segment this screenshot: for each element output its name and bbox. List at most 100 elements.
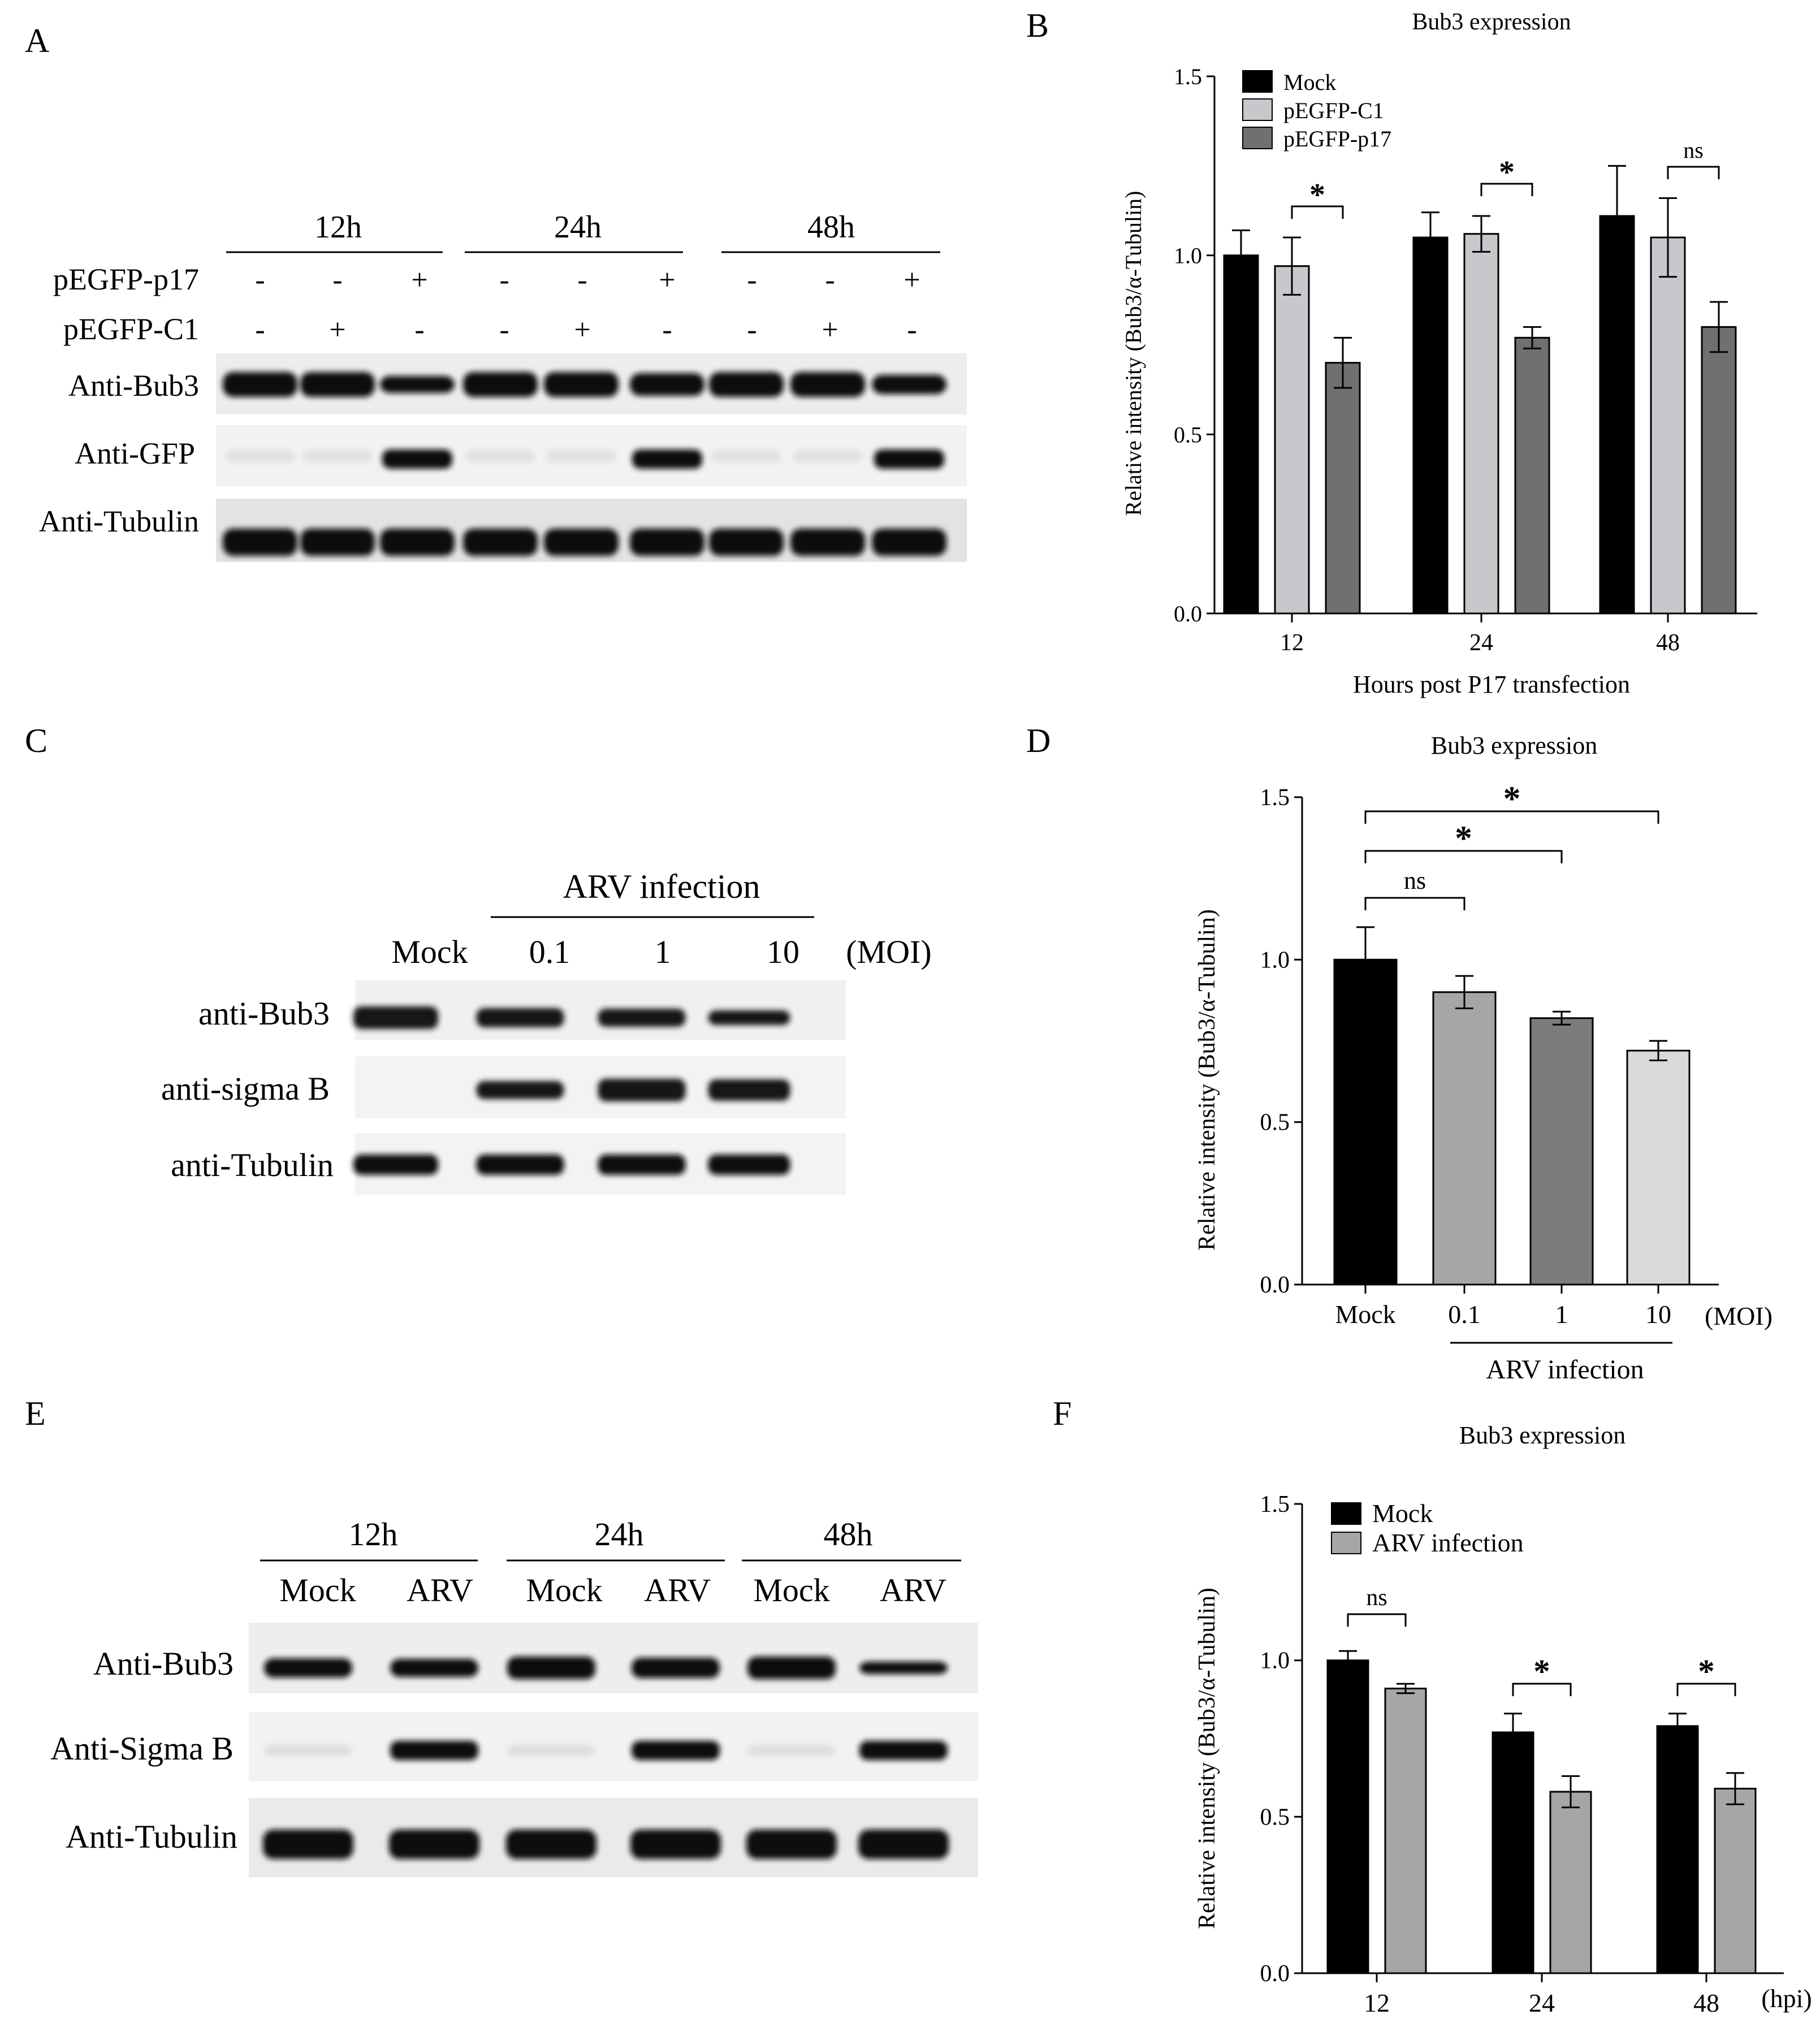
band-tubulin xyxy=(858,1830,949,1859)
band-bub3 xyxy=(390,1659,478,1677)
x-tick-label: 10 xyxy=(1645,1300,1671,1329)
band-bub3 xyxy=(708,1010,790,1025)
y-tick-label: 1.5 xyxy=(1260,785,1290,811)
band-gfp xyxy=(632,449,702,469)
band-bub3 xyxy=(632,1658,720,1678)
band-bub3 xyxy=(709,372,784,397)
c1-sign: - xyxy=(414,314,424,346)
membrane-tubulin-e xyxy=(249,1798,978,1877)
timepoint-12h-e: 12h xyxy=(349,1516,398,1553)
band-tubulin xyxy=(790,529,865,556)
significance-label: * xyxy=(1698,1653,1714,1690)
band-bub3 xyxy=(463,372,538,397)
band-bub3 xyxy=(790,372,865,397)
panel-label-e: E xyxy=(25,1395,46,1432)
panel-label-f: F xyxy=(1053,1395,1071,1432)
bar-mock xyxy=(1223,254,1259,615)
bar-mock xyxy=(1412,236,1449,615)
band-tubulin xyxy=(263,1830,353,1859)
p17-sign: - xyxy=(255,264,265,296)
band-sigmab xyxy=(476,1081,564,1099)
c1-sign: + xyxy=(574,314,590,346)
unit-label: (MOI) xyxy=(1705,1302,1773,1330)
legend-swatch xyxy=(1242,98,1273,121)
significance-bracket xyxy=(1364,850,1563,863)
antibody-label-tubulin-e: Anti-Tubulin xyxy=(66,1818,237,1855)
band-tubulin xyxy=(709,529,784,556)
bar-mock xyxy=(1492,1731,1534,1974)
chart-f: Bub3 expression Relative intensity (Bub3… xyxy=(1194,1421,1812,2017)
c1-sign: - xyxy=(662,314,672,346)
p17-sign: - xyxy=(499,264,509,296)
bar-1 xyxy=(1529,1017,1594,1286)
antibody-label-gfp: Anti-GFP xyxy=(75,436,195,470)
band-gfp xyxy=(225,449,295,463)
panel-label-d: D xyxy=(1026,722,1051,759)
band-tubulin xyxy=(223,529,297,556)
x-tick-label: 24 xyxy=(1469,630,1493,656)
c1-sign: + xyxy=(329,314,345,346)
significance-bracket xyxy=(1667,166,1720,179)
chart-title: Bub3 expression xyxy=(1431,732,1598,759)
c1-sign: + xyxy=(822,314,838,346)
y-tick-label: 0.0 xyxy=(1260,1961,1290,1987)
band-sigmab xyxy=(747,1745,836,1756)
bar-pegfp-c1 xyxy=(1463,233,1499,615)
band-sigmab xyxy=(859,1741,948,1760)
panel-label-c: C xyxy=(25,722,47,759)
significance-bracket xyxy=(1364,810,1659,824)
panel-label-b: B xyxy=(1026,7,1049,44)
band-tubulin xyxy=(544,529,619,556)
significance-bracket xyxy=(1676,1683,1736,1696)
chart-b: Bub3 expression Relative intensity (Bub3… xyxy=(1121,9,1757,698)
legend-label: pEGFP-p17 xyxy=(1283,126,1391,152)
band-tubulin xyxy=(598,1155,686,1175)
band-tubulin xyxy=(630,1830,721,1859)
c1-sign: - xyxy=(499,314,509,346)
bar-arv-infection xyxy=(1549,1791,1592,1974)
band-tubulin xyxy=(708,1155,790,1175)
band-sigmab xyxy=(598,1079,686,1101)
y-tick-label: 0.5 xyxy=(1260,1804,1290,1830)
bar-pegfp-p17 xyxy=(1325,362,1361,615)
western-blot-c: ARV infection Mock 0.1 1 10 (MOI) anti-B… xyxy=(161,868,932,1195)
x-tick-label: 12 xyxy=(1364,1988,1390,2017)
antibody-label-tubulin-c: anti-Tubulin xyxy=(171,1147,334,1183)
band-sigmab xyxy=(264,1745,352,1756)
bar-arv-infection xyxy=(1714,1788,1757,1974)
band-tubulin xyxy=(630,529,704,556)
band-bub3 xyxy=(598,1009,686,1027)
significance-label: * xyxy=(1309,178,1325,213)
western-blot-a: 12h 24h 48h pEGFP-p17 pEGFP-C1 - - + - - + - - +… xyxy=(39,210,967,562)
panel-label-a: A xyxy=(25,22,49,59)
p17-sign: + xyxy=(659,264,675,296)
band-bub3 xyxy=(223,372,297,397)
significance-bracket xyxy=(1364,897,1465,910)
bar-pegfp-c1 xyxy=(1650,236,1686,615)
band-sigmab xyxy=(507,1745,595,1756)
x-tick-label: 12 xyxy=(1280,630,1304,656)
band-gfp xyxy=(711,449,781,463)
p17-sign: - xyxy=(577,264,587,296)
c1-sign: - xyxy=(747,314,756,346)
bar-arv-infection xyxy=(1384,1687,1427,1974)
band-bub3 xyxy=(353,1006,438,1029)
p17-sign: + xyxy=(411,264,427,296)
timepoint-48h: 48h xyxy=(807,210,855,245)
lane-label-10: 10 xyxy=(767,933,799,970)
significance-label: ns xyxy=(1404,867,1426,894)
band-tubulin xyxy=(380,529,455,556)
significance-label: ns xyxy=(1683,137,1704,163)
timepoint-24h: 24h xyxy=(554,210,602,245)
band-tubulin xyxy=(353,1155,438,1175)
band-bub3 xyxy=(264,1658,352,1678)
bar-mock xyxy=(1599,215,1635,615)
y-tick-label: 1.5 xyxy=(1174,64,1202,89)
band-tubulin xyxy=(746,1830,837,1859)
bar-10 xyxy=(1626,1049,1691,1286)
y-tick-label: 0.5 xyxy=(1260,1110,1290,1136)
bar-0-1 xyxy=(1432,991,1497,1286)
membrane-sigmab-e xyxy=(249,1712,978,1781)
c1-sign: - xyxy=(255,314,265,346)
significance-label: * xyxy=(1455,819,1472,858)
